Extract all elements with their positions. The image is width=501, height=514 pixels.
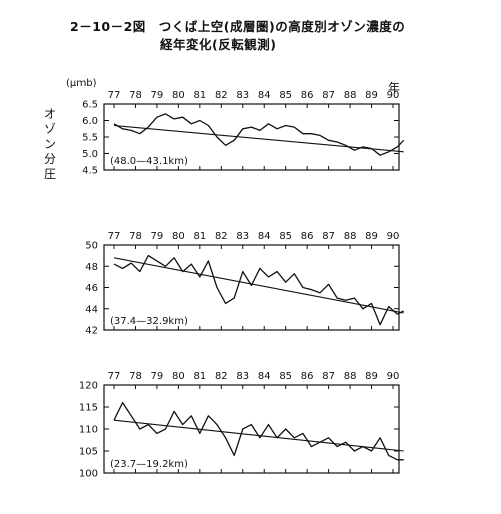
x-tick-label: 84 [258,90,271,101]
x-tick-label: 90 [387,90,400,101]
x-tick-label: 86 [301,90,314,101]
x-tick-label: 80 [172,231,185,242]
y-axis-label-char: オ [44,107,56,121]
x-tick-label: 83 [236,231,249,242]
x-tick-label: 84 [258,231,271,242]
y-tick-label: 48 [85,262,98,273]
y-axis-label-char: ゾ [44,122,56,136]
x-tick-label: 80 [172,371,185,382]
y-tick-label: 5.5 [82,133,98,144]
x-tick-label: 90 [387,371,400,382]
x-tick-label: 81 [193,90,206,101]
y-tick-label: 50 [85,241,98,252]
x-tick-label: 78 [129,231,142,242]
y-tick-label: 44 [85,304,98,315]
year-label: 年 [388,81,400,95]
x-tick-label: 87 [322,231,335,242]
y-tick-label: 6.0 [82,116,98,127]
y-tick-label: 5.0 [82,149,98,160]
x-tick-label: 78 [129,90,142,101]
x-tick-label: 81 [193,371,206,382]
series-line [113,254,404,326]
x-tick-label: 87 [322,371,335,382]
x-tick-label: 86 [301,231,314,242]
x-tick-label: 84 [258,371,271,382]
x-tick-label: 89 [365,371,378,382]
x-tick-label: 87 [322,90,335,101]
chart-title-line1: 2－10－2図 つくば上空(成層圏)の高度別オゾン濃度の [70,19,406,34]
series-line [113,113,405,156]
y-tick-label: 4.5 [82,166,98,177]
x-tick-label: 85 [279,231,292,242]
x-tick-label: 79 [151,90,164,101]
x-tick-label: 82 [215,90,228,101]
x-tick-label: 88 [344,371,357,382]
x-tick-label: 81 [193,231,206,242]
x-tick-label: 88 [344,90,357,101]
x-tick-label: 79 [151,371,164,382]
x-tick-label: 83 [236,90,249,101]
x-tick-label: 89 [365,231,378,242]
y-unit-label: (μｍb) [66,78,97,89]
x-tick-label: 83 [236,371,249,382]
y-tick-label: 46 [85,283,98,294]
y-tick-label: 115 [79,403,98,414]
y-tick-label: 110 [79,425,98,436]
chart-title-line2: 経年変化(反転観測) [160,37,277,52]
y-axis-label-char: ン [44,137,56,151]
altitude-range-label: (48.0—43.1km) [110,156,188,167]
x-tick-label: 89 [365,90,378,101]
x-tick-label: 82 [215,231,228,242]
x-tick-label: 77 [108,231,121,242]
altitude-range-label: (23.7—19.2km) [110,459,188,470]
y-tick-label: 6.5 [82,100,98,111]
x-tick-label: 90 [387,231,400,242]
x-tick-label: 86 [301,371,314,382]
y-axis-label-char: 分 [44,152,56,166]
x-tick-label: 85 [279,90,292,101]
x-tick-label: 77 [108,90,121,101]
y-tick-label: 120 [79,381,98,392]
x-tick-label: 79 [151,231,164,242]
x-tick-label: 88 [344,231,357,242]
y-tick-label: 42 [85,326,98,337]
y-tick-label: 105 [79,447,98,458]
y-axis-label-char: 圧 [44,167,56,181]
series-line [113,401,404,461]
trend-line [113,419,404,452]
x-tick-label: 80 [172,90,185,101]
x-tick-label: 82 [215,371,228,382]
trend-line [113,124,404,153]
trend-line [113,257,404,314]
x-tick-label: 85 [279,371,292,382]
y-tick-label: 100 [79,469,98,480]
altitude-range-label: (37.4—32.9km) [110,316,188,327]
x-tick-label: 78 [129,371,142,382]
x-tick-label: 77 [108,371,121,382]
